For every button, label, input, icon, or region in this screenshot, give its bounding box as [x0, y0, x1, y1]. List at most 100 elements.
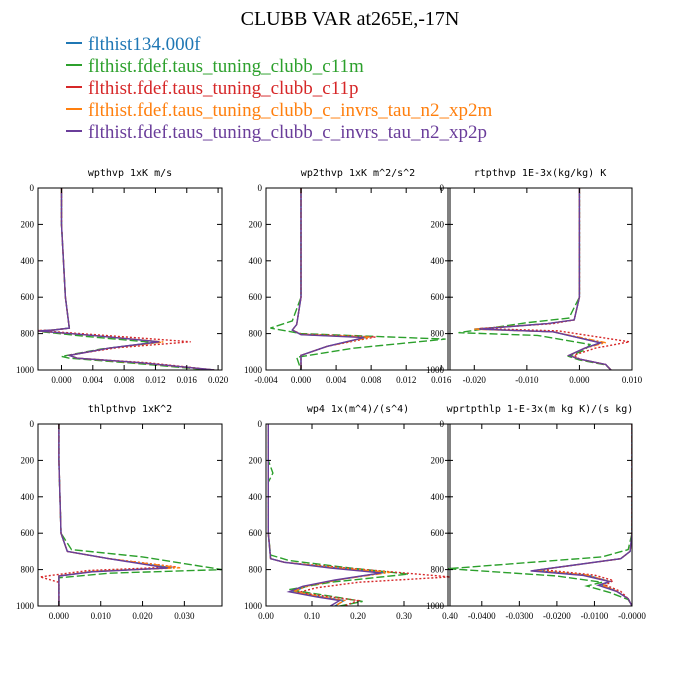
- series-line-1-2: [291, 188, 376, 370]
- x-tick-label-1-2: 0.004: [326, 375, 347, 385]
- y-tick-label-0-1: 200: [21, 219, 35, 229]
- series-line-2-3: [474, 188, 612, 370]
- series-line-0-4: [38, 188, 215, 370]
- panel-1: wp2thvp 1xK m^2/s^202004006008001000-0.0…: [244, 168, 452, 385]
- series-line-1-0: [291, 188, 367, 370]
- series-line-5-2: [541, 424, 632, 606]
- plot-frame-2: [447, 187, 633, 371]
- x-tick-label-4-0: 0.00: [258, 611, 274, 621]
- series-line-4-1: [267, 424, 409, 606]
- x-tick-label-4-3: 0.30: [396, 611, 412, 621]
- y-tick-label-1-5: 1000: [244, 365, 263, 375]
- plot-frame-3: [37, 423, 223, 607]
- y-tick-label-0-3: 600: [21, 292, 35, 302]
- y-tick-label-4-3: 600: [249, 528, 263, 538]
- panel-title-3: thlpthvp 1xK^2: [88, 404, 172, 415]
- chart-title: CLUBB VAR at265E,-17N: [240, 8, 460, 30]
- y-tick-label-2-1: 200: [431, 219, 445, 229]
- plot-frame-5: [447, 423, 633, 607]
- series-group-1: [270, 188, 446, 370]
- x-tick-label-1-5: 0.016: [431, 375, 452, 385]
- x-tick-label-3-0: 0.000: [49, 611, 70, 621]
- x-tick-label-0-5: 0.020: [208, 375, 229, 385]
- series-line-2-4: [479, 188, 612, 370]
- y-tick-label-0-0: 0: [30, 183, 35, 193]
- x-tick-label-3-2: 0.020: [132, 611, 153, 621]
- legend-label-1: flthist.fdef.taus_tuning_clubb_c11m: [88, 56, 364, 77]
- panel-title-5: wprtpthlp 1-E-3x(m kg K)/(s kg): [447, 404, 634, 415]
- x-tick-label-0-1: 0.004: [83, 375, 104, 385]
- legend-item-3: flthist.fdef.taus_tuning_clubb_c_invrs_t…: [66, 100, 492, 122]
- y-tick-label-1-3: 600: [249, 292, 263, 302]
- series-line-2-0: [474, 188, 612, 370]
- y-tick-label-3-1: 200: [21, 455, 35, 465]
- panel-0: wpthvp 1xK m/s 0 200 400 600 800 1000 0.000 0.00…: [16, 168, 229, 385]
- y-tick-label-3-2: 400: [21, 492, 35, 502]
- legend-label-0: flthist134.000f: [88, 34, 201, 55]
- y-tick-label-5-3: 600: [431, 528, 445, 538]
- y-tick-label-2-3: 600: [431, 292, 445, 302]
- series-line-5-4: [530, 424, 632, 606]
- series-line-1-4: [291, 188, 365, 370]
- panel-3: thlpthvp 1xK^2 0 200 400 600 800 1000 0.000 0.01…: [16, 404, 223, 621]
- x-tick-label-5-2: -0.0200: [543, 611, 571, 621]
- x-tick-label-5-0: -0.0400: [468, 611, 496, 621]
- y-tick-label-5-2: 400: [431, 492, 445, 502]
- legend-item-1: flthist.fdef.taus_tuning_clubb_c11m: [66, 56, 492, 78]
- x-tick-label-5-4: -0.0000: [618, 611, 646, 621]
- x-tick-label-1-4: 0.012: [396, 375, 416, 385]
- legend-item-0: flthist134.000f: [66, 34, 492, 56]
- y-tick-label-5-4: 800: [431, 565, 445, 575]
- series-group-0: [38, 188, 215, 370]
- y-tick-label-1-0: 0: [258, 183, 263, 193]
- x-tick-label-2-3: 0.010: [622, 375, 643, 385]
- plot-frame-0: [37, 187, 223, 371]
- x-tick-label-0-0: 0.000: [51, 375, 72, 385]
- legend-label-3: flthist.fdef.taus_tuning_clubb_c_invrs_t…: [88, 100, 493, 121]
- x-tick-label-2-1: -0.010: [515, 375, 539, 385]
- series-line-0-1: [38, 188, 211, 370]
- x-tick-label-2-0: -0.020: [463, 375, 487, 385]
- series-line-1-1: [270, 188, 446, 370]
- series-line-2-2: [479, 188, 630, 370]
- y-tick-label-2-5: 1000: [426, 365, 445, 375]
- y-tick-label-4-1: 200: [249, 455, 263, 465]
- y-tick-label-5-5: 1000: [426, 601, 445, 611]
- y-tick-label-4-0: 0: [258, 419, 263, 429]
- panel-5: wprtpthlp 1-E-3x(m kg K)/(s kg)0 200 400 60…: [426, 404, 646, 621]
- legend-item-4: flthist.fdef.taus_tuning_clubb_c_invrs_t…: [66, 122, 492, 144]
- series-line-1-3: [291, 188, 370, 370]
- legend-swatch-0: [66, 41, 82, 44]
- panel-title-0: wpthvp 1xK m/s: [88, 168, 172, 179]
- panel-2: rtpthvp 1E-3x(kg/kg) K 0 200 400 600 800 1000 -…: [426, 168, 643, 385]
- legend-swatch-1: [66, 63, 82, 66]
- series-line-3-1: [58, 424, 222, 606]
- x-tick-label-0-4: 0.016: [177, 375, 198, 385]
- y-tick-label-3-0: 0: [30, 419, 35, 429]
- series-group-2: [458, 188, 630, 370]
- y-tick-label-0-4: 800: [21, 329, 35, 339]
- y-tick-label-1-1: 200: [249, 219, 263, 229]
- y-tick-label-3-5: 1000: [16, 601, 35, 611]
- series-group-5: [448, 424, 632, 606]
- series-line-5-1: [448, 424, 632, 606]
- x-tick-label-5-3: -0.0100: [581, 611, 609, 621]
- x-tick-label-4-1: 0.10: [304, 611, 320, 621]
- panel-title-1: wp2thvp 1xK m^2/s^2: [301, 168, 415, 179]
- x-tick-label-3-3: 0.030: [174, 611, 195, 621]
- series-line-5-3: [534, 424, 632, 606]
- y-tick-label-0-5: 1000: [16, 365, 35, 375]
- x-tick-label-1-3: 0.008: [361, 375, 382, 385]
- legend-item-2: flthist.fdef.taus_tuning_clubb_c11p: [66, 78, 492, 100]
- legend: flthist134.000f flthist.fdef.taus_tuning…: [66, 34, 492, 144]
- series-line-5-0: [534, 424, 632, 606]
- y-tick-label-4-4: 800: [249, 565, 263, 575]
- y-tick-label-1-2: 400: [249, 256, 263, 266]
- y-tick-label-0-2: 400: [21, 256, 35, 266]
- y-tick-label-5-1: 200: [431, 455, 445, 465]
- x-tick-label-4-2: 0.20: [350, 611, 366, 621]
- x-tick-label-4-4: 0.40: [442, 611, 458, 621]
- series-line-4-4: [267, 424, 382, 606]
